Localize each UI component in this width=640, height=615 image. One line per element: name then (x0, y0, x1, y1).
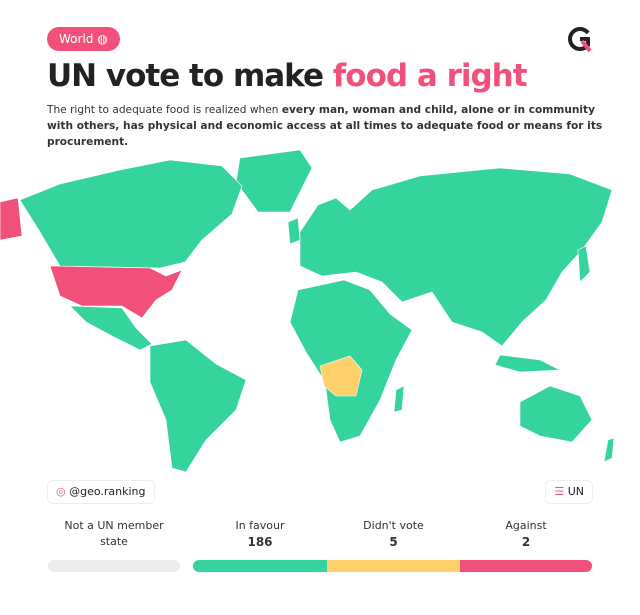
source-credit: ☰ UN (545, 480, 593, 504)
instagram-credit: ◎ @geo.ranking (47, 480, 155, 504)
usa (49, 265, 183, 319)
mexico (69, 305, 153, 351)
uk (287, 217, 301, 245)
legend-swatch (48, 560, 180, 572)
legend-count: 5 (389, 535, 398, 549)
subtitle: The right to adequate food is realized w… (47, 102, 607, 150)
eurasia (299, 167, 613, 347)
title-plain: UN vote to make (47, 58, 324, 94)
new-zealand (603, 437, 615, 463)
legend-count: 2 (521, 535, 531, 549)
legend-label: Not a UN member state (64, 519, 164, 548)
title: UN vote to make food a right (47, 58, 528, 94)
region-badge: World ◍ (47, 27, 120, 51)
legend-swatch (460, 560, 592, 572)
south-america (149, 339, 247, 473)
indonesia (494, 354, 562, 373)
title-highlight: food a right (332, 58, 528, 94)
canada (19, 159, 243, 269)
logo-icon (568, 27, 592, 53)
logo (566, 25, 594, 60)
alaska (0, 197, 23, 241)
world-map (0, 149, 615, 473)
legend-label: Against (505, 519, 547, 532)
instagram-handle: @geo.ranking (69, 485, 146, 498)
badge-text: World (59, 32, 94, 46)
legend-swatch (327, 560, 460, 572)
legend-label: In favour (235, 519, 285, 532)
australia (519, 385, 593, 443)
source-name: UN (567, 485, 584, 498)
legend-entry: In favour 186 (195, 518, 325, 550)
legend-entry: Didn't vote 5 (329, 518, 459, 550)
madagascar (393, 385, 405, 413)
legend-entry: Against 2 (461, 518, 591, 550)
subtitle-bold: every man, woman and child, alone or in … (47, 104, 603, 148)
legend-count: 186 (247, 535, 273, 549)
subtitle-plain: The right to adequate food is realized w… (47, 104, 279, 116)
dr-congo (319, 355, 363, 397)
legend-label: Didn't vote (363, 519, 424, 532)
legend-swatch (193, 560, 327, 572)
greenland (235, 149, 313, 213)
legend-entry: Not a UN member state (49, 518, 179, 550)
japan (577, 245, 591, 283)
